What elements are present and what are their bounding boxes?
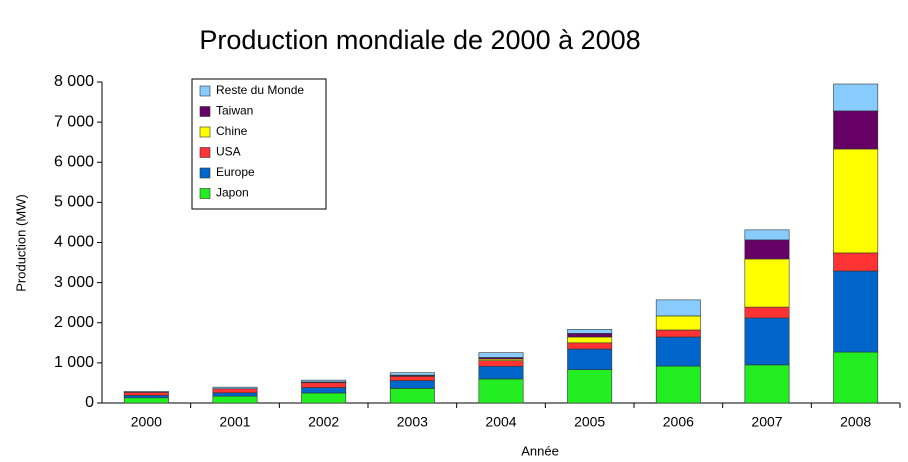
bar-segment — [123, 395, 169, 399]
bar-segment — [833, 110, 879, 150]
y-tick-label: 7 000 — [54, 113, 94, 130]
bar-segment — [655, 315, 701, 331]
bar-segment — [833, 83, 879, 112]
bar-segment — [567, 369, 613, 404]
bar-segment — [478, 365, 524, 380]
y-tick-label: 5 000 — [54, 194, 94, 211]
legend-swatch — [199, 188, 211, 199]
legend-label: Chine — [216, 124, 248, 138]
legend-label: Reste du Monde — [216, 83, 304, 97]
bar-segment — [744, 306, 790, 319]
bar-segment — [833, 351, 879, 404]
y-tick-label: 0 — [85, 394, 94, 411]
legend-swatch — [199, 147, 211, 158]
bar-segment — [123, 391, 169, 393]
x-tick-label: 2004 — [485, 414, 516, 430]
x-tick-label: 2001 — [219, 414, 250, 430]
bar-segment — [212, 388, 258, 394]
bar-segment — [567, 342, 613, 350]
bar-segment — [123, 397, 169, 404]
x-tick-label: 2005 — [574, 414, 605, 430]
bar-segment — [478, 352, 524, 358]
y-axis-label: Production (MW) — [13, 194, 28, 292]
bar-segment — [655, 299, 701, 317]
legend-swatch — [199, 126, 211, 138]
bar-segment — [833, 252, 879, 272]
x-axis-label: Année — [521, 443, 559, 458]
y-tick-label: 2 000 — [54, 314, 94, 331]
bar-segment — [212, 395, 258, 404]
bar-segment — [123, 392, 169, 396]
x-tick-label: 2003 — [397, 414, 428, 430]
legend-swatch — [199, 85, 211, 97]
bar-segment — [212, 392, 258, 397]
bar-segment — [478, 360, 524, 367]
x-tick-label: 2000 — [131, 414, 162, 430]
bar-segment — [389, 388, 435, 404]
bar-segment — [212, 386, 258, 390]
legend-swatch — [199, 106, 211, 117]
legend-box — [191, 78, 327, 210]
legend-label: USA — [216, 145, 241, 159]
bar-segment — [389, 372, 435, 376]
bar-segment — [744, 239, 790, 260]
x-tick-label: 2002 — [308, 414, 339, 430]
legend-swatch — [199, 167, 211, 179]
bar-segment — [389, 376, 435, 381]
chart-title: Production mondiale de 2000 à 2008 — [199, 25, 640, 55]
y-tick-label: 1 000 — [54, 354, 94, 371]
bar-segment — [744, 258, 790, 308]
x-tick-label: 2006 — [663, 414, 694, 430]
bar-segment — [301, 382, 347, 388]
bar-segment — [655, 365, 701, 404]
bar-segment — [655, 336, 701, 367]
bar-segment — [301, 379, 347, 383]
bar-segment — [567, 336, 613, 344]
bar-segment — [567, 329, 613, 334]
bar-segment — [301, 387, 347, 394]
y-tick-label: 4 000 — [54, 234, 94, 251]
legend-label: Taiwan — [216, 104, 253, 118]
bar-segment — [478, 378, 524, 404]
x-tick-label: 2007 — [751, 414, 782, 430]
bar-segment — [744, 317, 790, 366]
bar-segment — [833, 148, 879, 254]
bar-segment — [744, 364, 790, 404]
bar-segment — [567, 333, 613, 338]
legend-label: Japon — [216, 186, 249, 200]
y-tick-label: 6 000 — [54, 153, 94, 170]
y-tick-label: 8 000 — [54, 73, 94, 90]
bar-segment — [744, 229, 790, 241]
legend-label: Europe — [216, 165, 255, 179]
bar-segment — [833, 270, 879, 353]
bar-segment — [655, 329, 701, 338]
bar-segment — [567, 348, 613, 370]
bar-segment — [389, 380, 435, 389]
x-tick-label: 2008 — [840, 414, 871, 430]
bar-segment — [301, 392, 347, 404]
y-tick-label: 3 000 — [54, 274, 94, 291]
